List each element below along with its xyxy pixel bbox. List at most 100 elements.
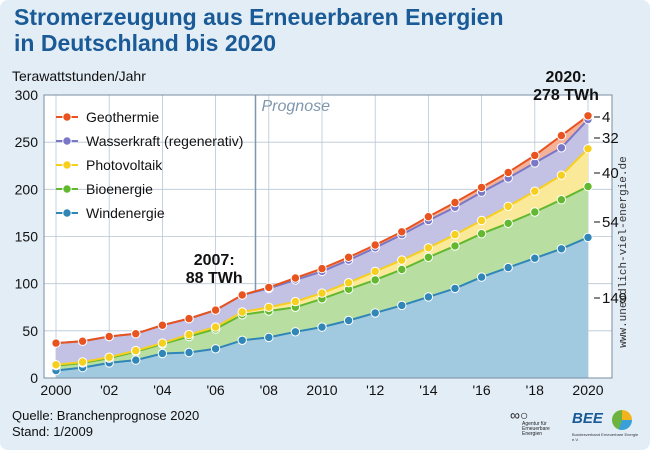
bee-logo: BEE Bundesverband Erneuerbare Energie e.… <box>572 408 642 444</box>
point-geothermie <box>184 313 194 324</box>
annotation-value: 88 TWh <box>186 270 243 287</box>
area-windenergie <box>56 237 588 378</box>
point-photovoltaik <box>210 322 221 332</box>
point-photovoltaik <box>317 288 327 298</box>
point-windenergie <box>583 232 593 243</box>
point-bioenergie <box>476 229 487 239</box>
legend-label-photovoltaik: Photovoltaik <box>86 157 163 173</box>
point-photovoltaik <box>104 352 114 362</box>
series-points <box>51 111 593 376</box>
point-windenergie <box>556 244 567 254</box>
annotation-year: 2020: <box>546 69 587 86</box>
legend-label-bioenergie: Bioenergie <box>86 181 153 197</box>
point-geothermie <box>264 282 274 293</box>
title-line-2: in Deutschland bis 2020 <box>14 30 277 56</box>
bee-logo-text: BEE <box>572 410 603 427</box>
legend-swatch-marker <box>62 160 72 170</box>
bee-sun-icon <box>612 410 632 430</box>
legend-swatch-marker <box>62 208 72 218</box>
annotation-value: 278 TWh <box>533 87 599 104</box>
x-tick-label: 2010 <box>306 382 337 398</box>
source-label: Quelle: Branchenprognose 2020 <box>12 408 200 423</box>
point-geothermie <box>317 263 327 274</box>
stand-label: Stand: 1/2009 <box>12 424 93 439</box>
point-photovoltaik <box>157 338 168 348</box>
point-geothermie <box>476 182 487 193</box>
point-photovoltaik <box>184 329 194 340</box>
aee-logo-text: Agentur für Erneuerbare Energien <box>522 421 550 437</box>
point-windenergie <box>397 300 407 311</box>
x-tick-label: '06 <box>206 382 224 398</box>
point-bioenergie <box>423 252 434 262</box>
point-geothermie <box>397 227 407 237</box>
prognose-label: Prognose <box>262 98 331 115</box>
point-bioenergie <box>530 207 540 217</box>
y-tick-label: 50 <box>22 323 38 339</box>
point-geothermie <box>450 197 460 208</box>
point-photovoltaik <box>476 215 487 226</box>
point-photovoltaik <box>290 296 301 307</box>
legend: Geothermie Wasserkraft (regenerativ) Photo… <box>56 109 243 221</box>
point-photovoltaik <box>423 243 434 253</box>
end-value-photovoltaik: 40 <box>602 165 619 182</box>
point-geothermie <box>583 111 593 121</box>
end-value-bioenergie: 54 <box>602 214 619 231</box>
point-geothermie <box>503 167 513 178</box>
point-photovoltaik <box>264 302 274 312</box>
bee-logo-subtext: Bundesverband Erneuerbare Energie e.V. <box>572 432 639 442</box>
x-tick-label: '08 <box>260 382 278 398</box>
y-tick-label: 300 <box>15 87 39 103</box>
y-tick-label: 0 <box>30 370 38 386</box>
point-geothermie <box>423 212 434 222</box>
legend-label-geothermie: Geothermie <box>86 109 159 125</box>
y-axis-label: Terawattstunden/Jahr <box>12 68 146 84</box>
x-tick-label: '16 <box>472 382 490 398</box>
x-tick-label: '12 <box>366 382 384 398</box>
point-bioenergie <box>583 181 593 192</box>
point-photovoltaik <box>51 360 61 370</box>
point-geothermie <box>556 130 567 141</box>
annotations: 2007:88 TWh 2020:278 TWh <box>186 69 599 287</box>
point-windenergie <box>476 272 487 282</box>
aee-infinity-icon: ∞○ <box>510 407 529 423</box>
point-geothermie <box>77 336 88 346</box>
point-geothermie <box>343 252 354 262</box>
legend-label-windenergie: Windenergie <box>86 205 165 221</box>
point-photovoltaik <box>370 266 380 277</box>
logos: ∞○ Agentur für Erneuerbare Energien BEE … <box>510 408 640 444</box>
point-photovoltaik <box>343 278 354 288</box>
point-geothermie <box>290 273 301 283</box>
point-geothermie <box>237 290 247 300</box>
point-windenergie <box>370 308 380 318</box>
point-geothermie <box>131 329 141 339</box>
point-bioenergie <box>397 264 407 275</box>
legend-label-wasserkraft: Wasserkraft (regenerativ) <box>86 133 243 149</box>
point-photovoltaik <box>530 186 540 196</box>
chart-title: Stromerzeugung aus Erneuerbaren Energien… <box>14 4 614 56</box>
point-wasserkraft <box>556 143 567 153</box>
end-value-windenergie: 149 <box>602 290 627 307</box>
point-windenergie <box>423 292 434 302</box>
point-geothermie <box>157 320 168 330</box>
point-photovoltaik <box>131 345 141 356</box>
point-windenergie <box>264 332 274 343</box>
point-photovoltaik <box>77 357 88 367</box>
x-tick-label: '18 <box>526 382 544 398</box>
title-line-1: Stromerzeugung aus Erneuerbaren Energien <box>14 4 504 30</box>
point-geothermie <box>210 305 221 315</box>
point-geothermie <box>51 338 61 348</box>
legend-swatch-marker <box>62 112 72 122</box>
watermark-text: www.unendlich-viel-energie.de <box>618 156 630 348</box>
x-tick-label: '02 <box>100 382 118 398</box>
point-photovoltaik <box>556 170 567 180</box>
point-windenergie <box>184 347 194 358</box>
legend-swatch-marker <box>62 184 72 194</box>
point-windenergie <box>210 344 221 354</box>
x-tick-label: 2020 <box>572 382 603 398</box>
y-tick-label: 250 <box>15 134 39 150</box>
source-note: Quelle: Branchenprognose 2020 Stand: 1/2… <box>12 408 199 440</box>
point-bioenergie <box>556 195 567 205</box>
end-value-geothermie: 4 <box>602 109 610 126</box>
point-windenergie <box>317 322 327 332</box>
point-windenergie <box>503 262 513 273</box>
